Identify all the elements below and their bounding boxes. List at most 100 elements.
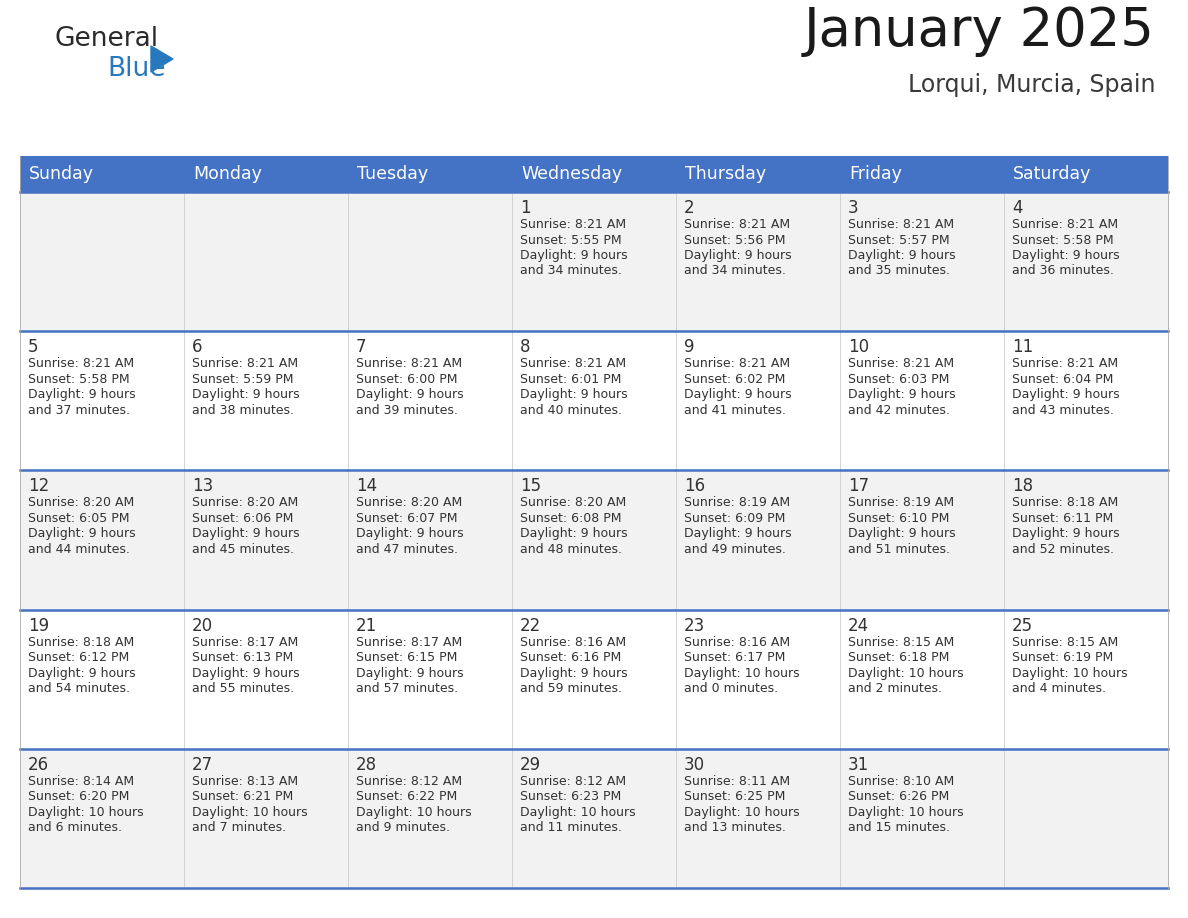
Text: Sunset: 5:57 PM: Sunset: 5:57 PM [848,233,949,247]
Text: 18: 18 [1012,477,1034,496]
Text: Daylight: 9 hours: Daylight: 9 hours [192,388,299,401]
Text: Sunrise: 8:10 AM: Sunrise: 8:10 AM [848,775,954,788]
Text: Sunrise: 8:16 AM: Sunrise: 8:16 AM [684,635,790,649]
Text: Tuesday: Tuesday [358,165,428,183]
Text: Sunset: 6:11 PM: Sunset: 6:11 PM [1012,512,1113,525]
Text: Sunset: 6:10 PM: Sunset: 6:10 PM [848,512,949,525]
Text: 20: 20 [192,617,213,634]
Bar [20,610,1168,749]
Text: Daylight: 9 hours: Daylight: 9 hours [848,388,955,401]
Text: Sunrise: 8:21 AM: Sunrise: 8:21 AM [684,218,790,231]
Text: and 35 minutes.: and 35 minutes. [848,264,950,277]
Text: 23: 23 [684,617,706,634]
Bar [512,156,676,192]
Text: Sunset: 6:03 PM: Sunset: 6:03 PM [848,373,949,386]
Text: and 0 minutes.: and 0 minutes. [684,682,778,695]
Text: Daylight: 9 hours: Daylight: 9 hours [1012,249,1119,262]
Text: Daylight: 9 hours: Daylight: 9 hours [192,666,299,679]
Text: Sunset: 6:00 PM: Sunset: 6:00 PM [356,373,457,386]
Text: and 42 minutes.: and 42 minutes. [848,404,950,417]
Text: Daylight: 9 hours: Daylight: 9 hours [848,249,955,262]
Text: Blue: Blue [107,56,165,82]
Text: 5: 5 [29,338,38,356]
Text: Sunset: 5:58 PM: Sunset: 5:58 PM [1012,233,1113,247]
Text: Daylight: 10 hours: Daylight: 10 hours [356,806,472,819]
Text: Sunrise: 8:14 AM: Sunrise: 8:14 AM [29,775,134,788]
Text: Sunrise: 8:20 AM: Sunrise: 8:20 AM [356,497,462,509]
Text: Sunset: 6:13 PM: Sunset: 6:13 PM [192,651,293,664]
Text: Sunset: 6:02 PM: Sunset: 6:02 PM [684,373,785,386]
Text: Sunrise: 8:21 AM: Sunrise: 8:21 AM [1012,218,1118,231]
Text: Sunset: 6:26 PM: Sunset: 6:26 PM [848,790,949,803]
Text: 3: 3 [848,199,859,217]
Text: Sunset: 5:55 PM: Sunset: 5:55 PM [520,233,621,247]
Text: and 48 minutes.: and 48 minutes. [520,543,623,556]
Text: and 39 minutes.: and 39 minutes. [356,404,457,417]
Text: and 47 minutes.: and 47 minutes. [356,543,459,556]
Text: Sunrise: 8:13 AM: Sunrise: 8:13 AM [192,775,298,788]
Text: Wednesday: Wednesday [522,165,623,183]
Polygon shape [151,46,173,72]
Bar [184,156,348,192]
Bar [20,192,1168,331]
Text: Sunset: 6:23 PM: Sunset: 6:23 PM [520,790,621,803]
Text: 25: 25 [1012,617,1034,634]
Text: Sunrise: 8:12 AM: Sunrise: 8:12 AM [520,775,626,788]
Text: 1: 1 [520,199,531,217]
Text: Sunrise: 8:20 AM: Sunrise: 8:20 AM [29,497,134,509]
Text: and 52 minutes.: and 52 minutes. [1012,543,1114,556]
Text: Sunset: 6:16 PM: Sunset: 6:16 PM [520,651,621,664]
Text: 30: 30 [684,756,706,774]
Text: Lorqui, Murcia, Spain: Lorqui, Murcia, Spain [908,73,1155,97]
Text: and 34 minutes.: and 34 minutes. [684,264,786,277]
Text: Friday: Friday [849,165,902,183]
Text: 16: 16 [684,477,706,496]
Text: 26: 26 [29,756,49,774]
Text: Sunrise: 8:18 AM: Sunrise: 8:18 AM [1012,497,1118,509]
Text: 19: 19 [29,617,49,634]
Text: 17: 17 [848,477,870,496]
Text: Daylight: 9 hours: Daylight: 9 hours [29,528,135,541]
Text: and 11 minutes.: and 11 minutes. [520,822,621,834]
Bar [840,156,1004,192]
Bar [20,331,1168,470]
Text: 2: 2 [684,199,695,217]
Text: Daylight: 9 hours: Daylight: 9 hours [520,666,627,679]
Text: 22: 22 [520,617,542,634]
Text: 28: 28 [356,756,377,774]
Text: Sunrise: 8:19 AM: Sunrise: 8:19 AM [848,497,954,509]
Text: Daylight: 9 hours: Daylight: 9 hours [29,666,135,679]
Text: and 49 minutes.: and 49 minutes. [684,543,786,556]
Text: Sunset: 5:59 PM: Sunset: 5:59 PM [192,373,293,386]
Text: Sunset: 6:17 PM: Sunset: 6:17 PM [684,651,785,664]
Text: 14: 14 [356,477,377,496]
Text: and 6 minutes.: and 6 minutes. [29,822,122,834]
Text: and 15 minutes.: and 15 minutes. [848,822,950,834]
Bar [348,156,512,192]
Text: and 9 minutes.: and 9 minutes. [356,822,450,834]
Text: Sunrise: 8:16 AM: Sunrise: 8:16 AM [520,635,626,649]
Text: Sunrise: 8:21 AM: Sunrise: 8:21 AM [848,357,954,370]
Text: Daylight: 9 hours: Daylight: 9 hours [684,388,791,401]
Text: 9: 9 [684,338,695,356]
Text: 6: 6 [192,338,202,356]
Text: Daylight: 10 hours: Daylight: 10 hours [192,806,308,819]
Text: Daylight: 9 hours: Daylight: 9 hours [356,666,463,679]
Bar [20,470,1168,610]
Text: Sunrise: 8:18 AM: Sunrise: 8:18 AM [29,635,134,649]
Text: Daylight: 9 hours: Daylight: 9 hours [356,388,463,401]
Text: Daylight: 9 hours: Daylight: 9 hours [684,249,791,262]
Text: Daylight: 10 hours: Daylight: 10 hours [520,806,636,819]
Text: Daylight: 10 hours: Daylight: 10 hours [848,806,963,819]
Text: 7: 7 [356,338,367,356]
Text: and 43 minutes.: and 43 minutes. [1012,404,1114,417]
Text: Saturday: Saturday [1013,165,1092,183]
Text: and 55 minutes.: and 55 minutes. [192,682,295,695]
Text: 10: 10 [848,338,870,356]
Text: Sunrise: 8:21 AM: Sunrise: 8:21 AM [520,218,626,231]
Text: Sunset: 5:58 PM: Sunset: 5:58 PM [29,373,129,386]
Text: Daylight: 9 hours: Daylight: 9 hours [520,388,627,401]
Text: Monday: Monday [192,165,261,183]
Text: and 38 minutes.: and 38 minutes. [192,404,293,417]
Text: Sunset: 6:18 PM: Sunset: 6:18 PM [848,651,949,664]
